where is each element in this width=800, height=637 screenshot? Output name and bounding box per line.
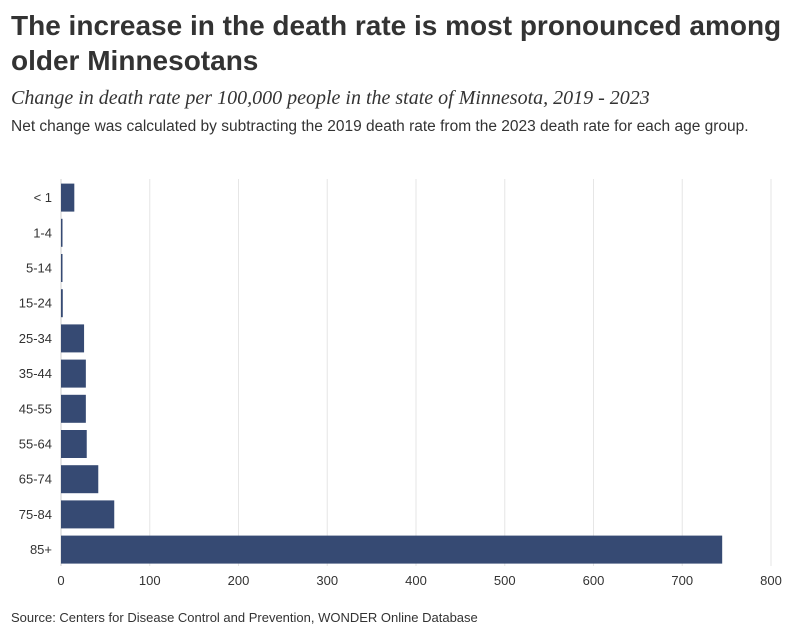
chart-title: The increase in the death rate is most p… (11, 10, 782, 76)
category-label: 15-24 (19, 296, 52, 311)
x-tick-label: 100 (139, 573, 161, 588)
source-note: Source: Centers for Disease Control and … (11, 610, 478, 625)
category-label: 85+ (30, 542, 52, 557)
x-tick-label: 600 (583, 573, 605, 588)
x-tick-label: 300 (316, 573, 338, 588)
bar-chart: < 1 1-4 5-14 15-24 25-34 35-44 45-55 55-64 65-74… (19, 179, 782, 588)
category-label: 25-34 (19, 331, 52, 346)
category-label: 1-4 (33, 225, 52, 240)
bar-1-4 (61, 218, 63, 247)
chart-subtitle: Change in death rate per 100,000 people … (11, 87, 650, 109)
x-tick-label: 500 (494, 573, 516, 588)
category-label: 75-84 (19, 507, 52, 522)
x-axis-tick-labels: 0 100 200 300 400 500 600 700 800 (57, 573, 781, 588)
bar-85- (61, 535, 723, 564)
bar-35-44 (61, 359, 86, 388)
category-label: < 1 (34, 190, 52, 205)
bar--1 (61, 183, 75, 212)
category-label: 45-55 (19, 401, 52, 416)
bar-45-55 (61, 394, 86, 423)
x-tick-label: 200 (228, 573, 250, 588)
x-tick-label: 700 (671, 573, 693, 588)
bar-5-14 (61, 254, 63, 282)
bar-55-64 (61, 430, 87, 458)
x-tick-label: 400 (405, 573, 427, 588)
chart-note: Net change was calculated by subtracting… (11, 118, 749, 135)
bar-65-74 (61, 465, 99, 494)
bar-75-84 (61, 500, 115, 529)
x-tick-label: 800 (760, 573, 782, 588)
category-labels: < 1 1-4 5-14 15-24 25-34 35-44 45-55 55-64 65-74… (19, 190, 52, 557)
category-label: 35-44 (19, 366, 52, 381)
bar-25-34 (61, 324, 85, 353)
category-label: 55-64 (19, 437, 52, 452)
category-label: 65-74 (19, 472, 52, 487)
x-tick-label: 0 (57, 573, 64, 588)
category-label: 5-14 (26, 261, 52, 276)
bar-15-24 (61, 289, 63, 318)
grid-lines (60, 179, 772, 566)
bars (61, 183, 723, 564)
